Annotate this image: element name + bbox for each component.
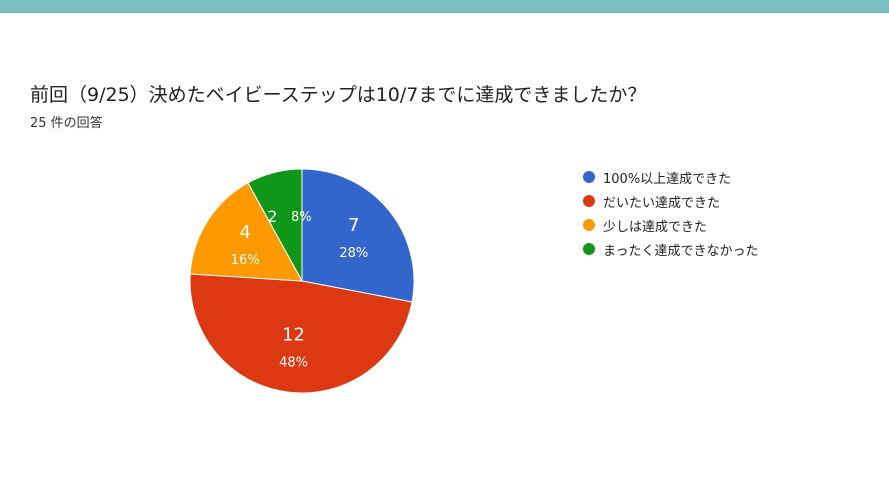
slice-percent-label-3: 16% xyxy=(231,253,260,268)
slice-count-label-2: 12 xyxy=(282,325,305,346)
slice-percent-label-4: 8% xyxy=(291,210,312,225)
top-accent-bar xyxy=(0,0,889,13)
page-title: 前回（9/25）決めたベイビーステップは10/7までに達成できましたか？ xyxy=(30,84,647,106)
legend-item-4[interactable]: まったく達成できなかった xyxy=(583,237,758,261)
legend-label-4: まったく達成できなかった xyxy=(603,243,759,259)
slice-count-label-4: 2 xyxy=(267,207,277,226)
slice-percent-label-2: 48% xyxy=(279,356,308,371)
response-count: 25 件の回答 xyxy=(30,116,103,131)
slice-percent-label-1: 28% xyxy=(339,246,368,261)
legend-item-1[interactable]: 100%以上達成できた xyxy=(583,165,758,189)
slice-count-label-3: 4 xyxy=(240,222,251,243)
legend-item-2[interactable]: だいたい達成できた xyxy=(583,189,758,213)
legend-item-3[interactable]: 少しは達成できた xyxy=(583,213,758,237)
legend-label-2: だいたい達成できた xyxy=(603,195,721,211)
pie-slice-4 xyxy=(247,168,303,282)
legend-swatch-3 xyxy=(583,219,595,231)
pie-slice-1 xyxy=(301,168,415,303)
chart-legend: 100%以上達成できた だいたい達成できた 少しは達成できたまったく達成できなかった xyxy=(583,165,758,261)
legend-swatch-2 xyxy=(583,195,595,207)
pie-slice-3 xyxy=(189,182,303,282)
slice-count-label-1: 7 xyxy=(348,215,359,236)
pie-slice-2 xyxy=(189,273,413,394)
legend-swatch-1 xyxy=(583,171,595,183)
legend-label-3: 少しは達成できた xyxy=(603,219,708,235)
legend-label-1: 100%以上達成できた xyxy=(603,171,732,187)
legend-swatch-4 xyxy=(583,243,595,255)
